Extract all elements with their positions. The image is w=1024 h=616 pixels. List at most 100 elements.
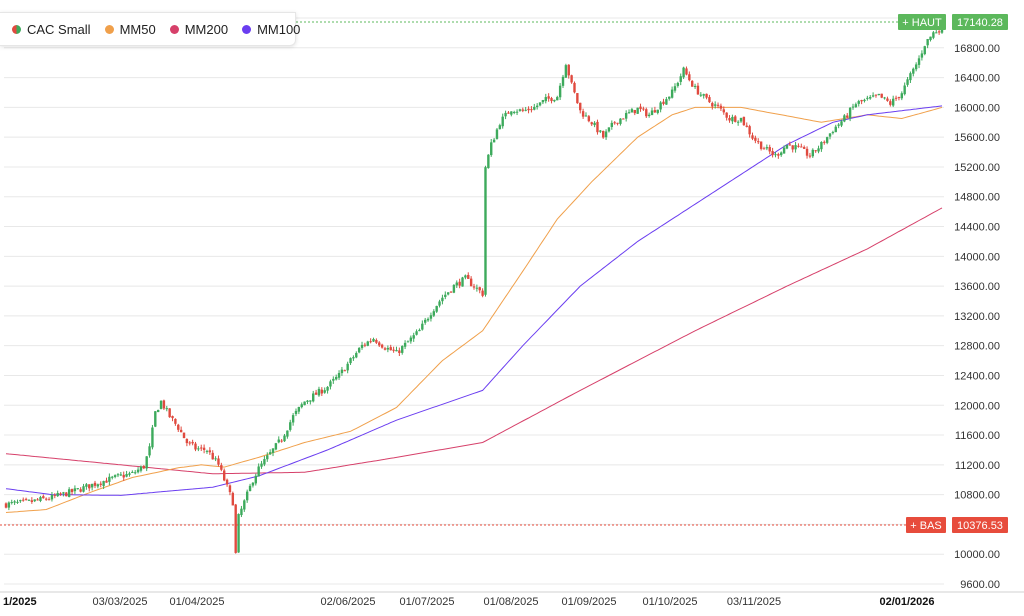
candle-body — [165, 408, 168, 410]
candle-body — [811, 149, 814, 157]
candle-body — [392, 349, 395, 351]
candle-body — [886, 98, 889, 101]
x-tick-label: 03/11/2025 — [727, 596, 781, 608]
candle-body — [398, 350, 401, 353]
candle-body — [702, 94, 705, 96]
candle-body — [415, 331, 418, 335]
candle-body — [13, 501, 16, 503]
candle-body — [722, 109, 725, 113]
legend-item-mm100[interactable]: MM100 — [242, 22, 300, 37]
candle-body — [286, 430, 289, 437]
candle-body — [386, 347, 390, 350]
candle-body — [490, 142, 493, 156]
candle-body — [464, 275, 467, 278]
candle-body — [754, 137, 757, 141]
candle-body — [797, 145, 800, 147]
candle-body — [263, 459, 266, 465]
candle-body — [355, 353, 358, 358]
candle-body — [142, 466, 146, 469]
candle-body — [334, 376, 338, 380]
legend-item-mm50[interactable]: MM50 — [104, 22, 156, 37]
candle-body — [800, 146, 803, 148]
candle-body — [587, 116, 591, 122]
candle-body — [237, 513, 240, 553]
candle-body — [484, 167, 487, 295]
candle-body — [326, 386, 329, 391]
candle-body — [871, 95, 875, 97]
candle-body — [857, 101, 860, 104]
candle-body — [656, 109, 659, 113]
candle-body — [481, 290, 484, 296]
candle-body — [851, 106, 855, 108]
candle-body — [691, 80, 694, 87]
candle-body — [765, 147, 769, 149]
candle-body — [251, 482, 255, 486]
candle-body — [211, 452, 214, 460]
candle-body — [745, 125, 748, 127]
candle-body — [627, 112, 631, 114]
candle-body — [369, 341, 372, 343]
candle-body — [831, 132, 835, 134]
candle-body — [926, 39, 929, 46]
candle-body — [659, 102, 662, 110]
candle-body — [343, 370, 346, 372]
candle-body — [682, 67, 685, 78]
candle-body — [487, 154, 490, 169]
candle-body — [507, 112, 510, 114]
candle-body — [297, 406, 301, 412]
candle-body — [874, 94, 878, 96]
low-tag: + BAS — [906, 517, 946, 533]
candle-body — [668, 96, 671, 99]
candle-body — [630, 109, 634, 113]
legend-item-cac-small[interactable]: CAC Small — [12, 22, 91, 37]
y-tick-label: 15600.00 — [954, 132, 1000, 144]
candle-body — [607, 127, 611, 132]
candle-body — [478, 287, 481, 291]
candle-body — [805, 148, 809, 156]
mm100-dot-icon — [242, 24, 252, 34]
candle-body — [228, 485, 232, 493]
candle-body — [708, 97, 711, 103]
candle-body — [759, 141, 763, 149]
legend-item-mm200[interactable]: MM200 — [169, 22, 228, 37]
candle-body — [234, 504, 237, 553]
candle-body — [900, 93, 904, 99]
candle-body — [860, 100, 863, 102]
candle-body — [633, 110, 636, 114]
candle-body — [501, 116, 504, 127]
candle-body — [340, 369, 344, 374]
candle-body — [937, 31, 941, 33]
high-value-tag-text: 17140.28 — [957, 17, 1003, 29]
candle-body — [375, 339, 378, 343]
high-value-tag: 17140.28 — [952, 14, 1008, 30]
candle-body — [653, 110, 657, 113]
candle-body — [197, 448, 200, 450]
candle-body — [266, 455, 269, 460]
mm50-dot-icon — [104, 24, 114, 34]
candle-body — [191, 441, 194, 444]
x-tick-label: 01/09/2025 — [561, 596, 616, 608]
candle-body — [323, 390, 326, 393]
candle-body — [418, 329, 421, 332]
candle-body — [762, 148, 766, 150]
candle-body — [125, 474, 128, 477]
candle-body — [389, 347, 392, 351]
candle-body — [260, 463, 263, 467]
candle-body — [426, 318, 430, 321]
mm100-line — [5, 105, 943, 496]
candle-body — [429, 315, 433, 319]
candle-body — [518, 109, 522, 111]
candle-body — [317, 388, 321, 396]
candle-body — [205, 450, 209, 452]
candle-body — [906, 79, 909, 85]
candle-body — [73, 488, 77, 492]
candle-body — [274, 443, 278, 450]
y-tick-label: 9600.00 — [960, 579, 1000, 591]
candle-body — [289, 422, 292, 430]
candle-body — [366, 341, 369, 346]
candle-body — [240, 508, 243, 516]
candle-body — [788, 144, 792, 146]
candle-body — [579, 102, 582, 111]
low-tag-bg — [906, 517, 946, 533]
candle-body — [570, 75, 573, 83]
